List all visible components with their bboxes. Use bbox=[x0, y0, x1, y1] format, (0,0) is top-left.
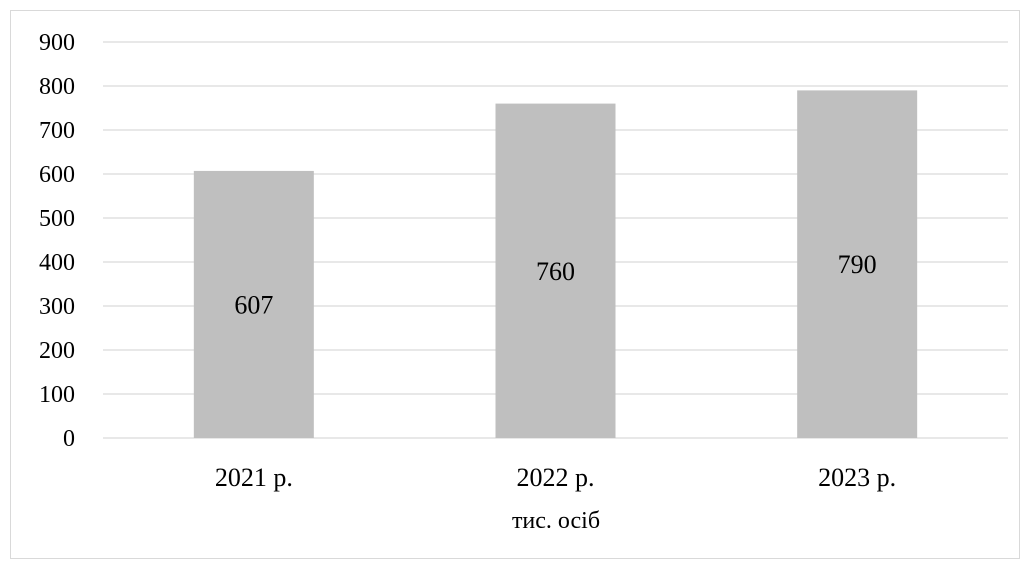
x-category-label: 2022 р. bbox=[517, 463, 595, 492]
bars bbox=[193, 90, 918, 439]
bar bbox=[193, 170, 314, 439]
y-tick-label: 200 bbox=[39, 338, 75, 364]
y-tick-label: 500 bbox=[39, 206, 75, 232]
y-tick-label: 800 bbox=[39, 74, 75, 100]
y-tick-label: 600 bbox=[39, 162, 75, 188]
x-axis-category-labels: 2021 р. 2022 р. 2023 р. bbox=[215, 463, 896, 492]
bar bbox=[495, 103, 616, 438]
x-category-label: 2021 р. bbox=[215, 463, 293, 492]
bar-data-label: 790 bbox=[838, 250, 877, 279]
x-axis-title: тис. осіб bbox=[512, 508, 600, 534]
data-labels: 607 760 790 bbox=[234, 250, 876, 319]
y-tick-label: 400 bbox=[39, 250, 75, 276]
y-tick-label: 300 bbox=[39, 294, 75, 320]
y-axis-tick-labels: 0 100 200 300 400 500 600 700 800 900 bbox=[39, 30, 75, 452]
bar bbox=[797, 90, 918, 439]
x-category-label: 2023 р. bbox=[818, 463, 896, 492]
bar-data-label: 760 bbox=[536, 257, 575, 286]
y-tick-label: 100 bbox=[39, 382, 75, 408]
y-tick-label: 0 bbox=[63, 426, 75, 452]
bar-data-label: 607 bbox=[234, 290, 273, 319]
y-tick-label: 900 bbox=[39, 30, 75, 56]
y-tick-label: 700 bbox=[39, 118, 75, 144]
